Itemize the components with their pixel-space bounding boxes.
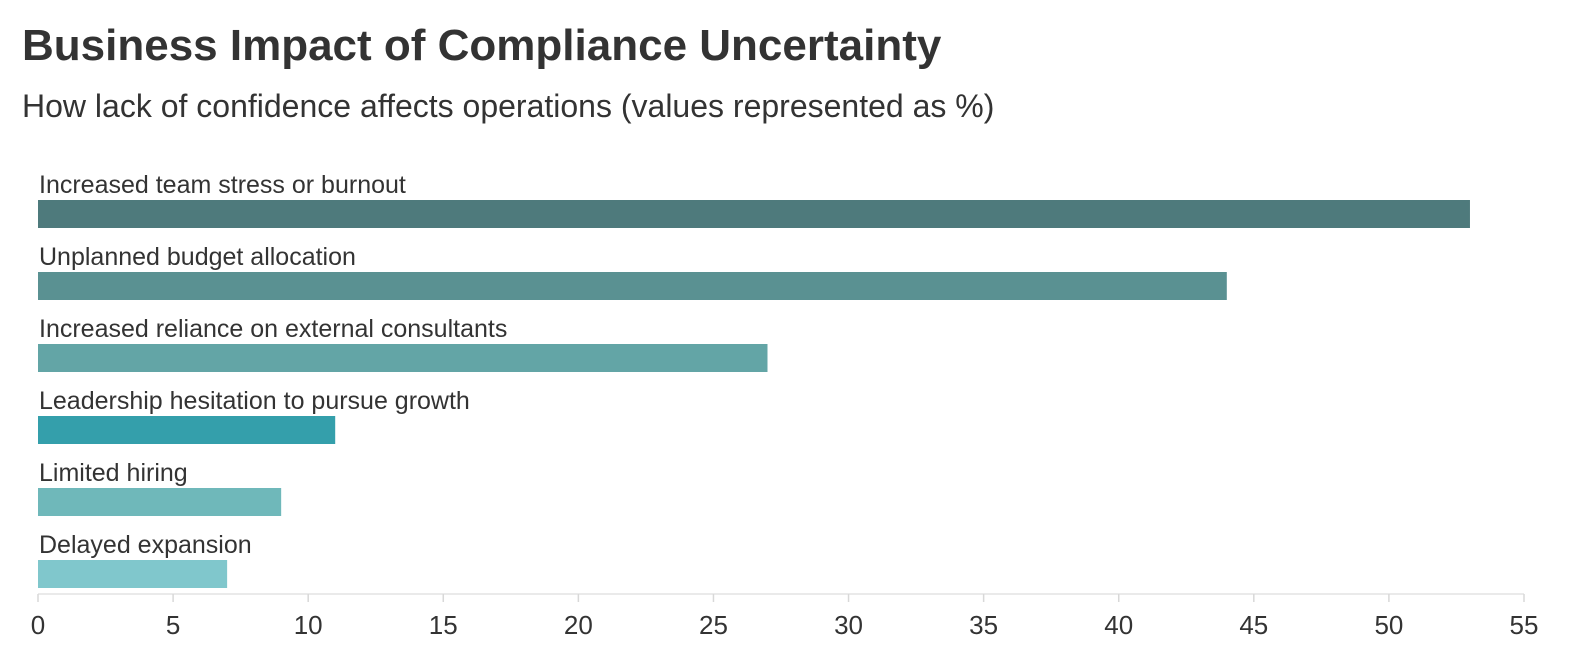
bars-layer: Increased team stress or burnout Unplanne… [38,171,1470,588]
bar [38,560,228,588]
x-tick-label: 45 [1239,610,1268,640]
x-tick-label: 50 [1374,610,1403,640]
category-label: Limited hiring [39,459,188,487]
category-label: Leadership hesitation to pursue growth [39,387,470,415]
bar [38,272,1227,300]
x-tick-label: 30 [834,610,863,640]
x-tick-label: 20 [564,610,593,640]
category-label: Unplanned budget allocation [39,243,356,271]
bar [38,200,1470,228]
x-tick-label: 10 [294,610,323,640]
x-tick-label: 55 [1510,610,1539,640]
category-label: Increased reliance on external consultan… [39,315,507,343]
category-label: Delayed expansion [39,531,252,559]
x-tick-label: 5 [166,610,180,640]
bar [38,416,336,444]
x-tick-label: 15 [429,610,458,640]
chart-title: Business Impact of Compliance Uncertaint… [22,21,942,70]
x-tick-label: 25 [699,610,728,640]
x-tick-label: 35 [969,610,998,640]
bar [38,488,282,516]
x-tick-label: 0 [31,610,45,640]
category-label: Increased team stress or burnout [39,171,406,199]
bar [38,344,768,372]
x-axis: 0 5 10 15 20 25 30 35 40 45 50 55 [31,593,1539,640]
chart-subtitle: How lack of confidence affects operation… [22,88,995,124]
x-tick-label: 40 [1104,610,1133,640]
